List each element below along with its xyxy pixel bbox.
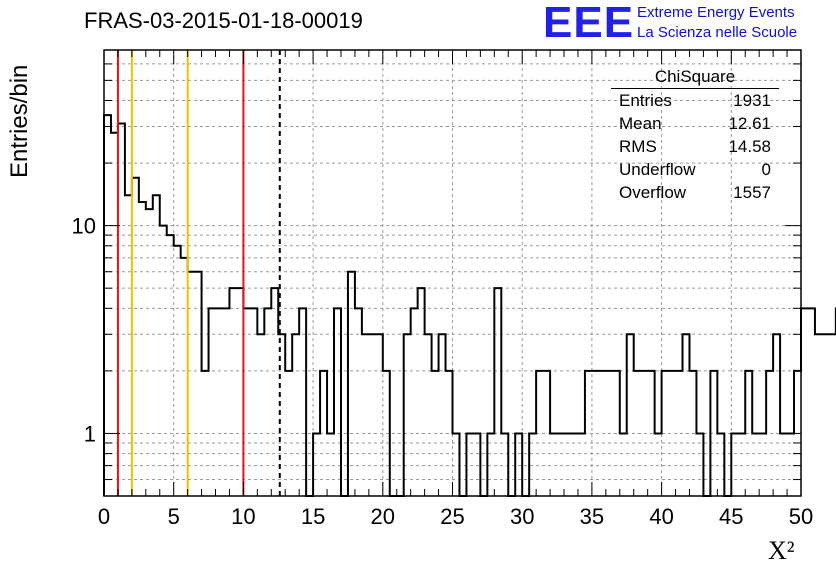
stats-value: 12.61 bbox=[728, 114, 771, 133]
y-axis-label: Entries/bin bbox=[6, 64, 33, 178]
x-tick-label: 45 bbox=[719, 504, 743, 529]
x-tick-label: 35 bbox=[580, 504, 604, 529]
stats-value: 1931 bbox=[733, 91, 771, 110]
eee-logo: EEE bbox=[543, 0, 635, 47]
stats-label: RMS bbox=[619, 137, 657, 156]
stats-value: 14.58 bbox=[728, 137, 771, 156]
stats-title: ChiSquare bbox=[611, 66, 779, 89]
stats-row: Entries 1931 bbox=[611, 89, 779, 112]
logo-subtitle-1: Extreme Energy Events bbox=[637, 4, 795, 21]
x-tick-label: 30 bbox=[510, 504, 534, 529]
x-tick-label: 25 bbox=[440, 504, 464, 529]
x-tick-label: 0 bbox=[98, 504, 110, 529]
x-tick-label: 5 bbox=[168, 504, 180, 529]
y-tick-label: 10 bbox=[72, 214, 96, 239]
plot-title: FRAS-03-2015-01-18-00019 bbox=[84, 8, 363, 33]
stats-row: RMS 14.58 bbox=[611, 135, 779, 158]
stats-row: Overflow 1557 bbox=[611, 181, 779, 204]
x-axis-label: X² bbox=[768, 536, 795, 565]
x-tick-label: 15 bbox=[301, 504, 325, 529]
x-tick-label: 20 bbox=[371, 504, 395, 529]
stats-row: Mean 12.61 bbox=[611, 112, 779, 135]
x-tick-label: 10 bbox=[231, 504, 255, 529]
stats-label: Mean bbox=[619, 114, 662, 133]
stats-value: 0 bbox=[761, 160, 771, 179]
stats-label: Overflow bbox=[619, 183, 687, 202]
stats-box: ChiSquare Entries 1931 Mean 12.61 RMS 14… bbox=[611, 66, 779, 204]
y-tick-label: 1 bbox=[84, 421, 96, 446]
x-tick-label: 50 bbox=[789, 504, 813, 529]
histogram-line bbox=[103, 114, 836, 497]
logo-subtitle-2: La Scienza nelle Scuole bbox=[637, 24, 798, 41]
x-tick-label: 40 bbox=[649, 504, 673, 529]
stats-label: Underflow bbox=[619, 160, 696, 179]
stats-row: Underflow 0 bbox=[611, 158, 779, 181]
stats-value: 1557 bbox=[733, 183, 771, 202]
stats-label: Entries bbox=[619, 91, 672, 110]
